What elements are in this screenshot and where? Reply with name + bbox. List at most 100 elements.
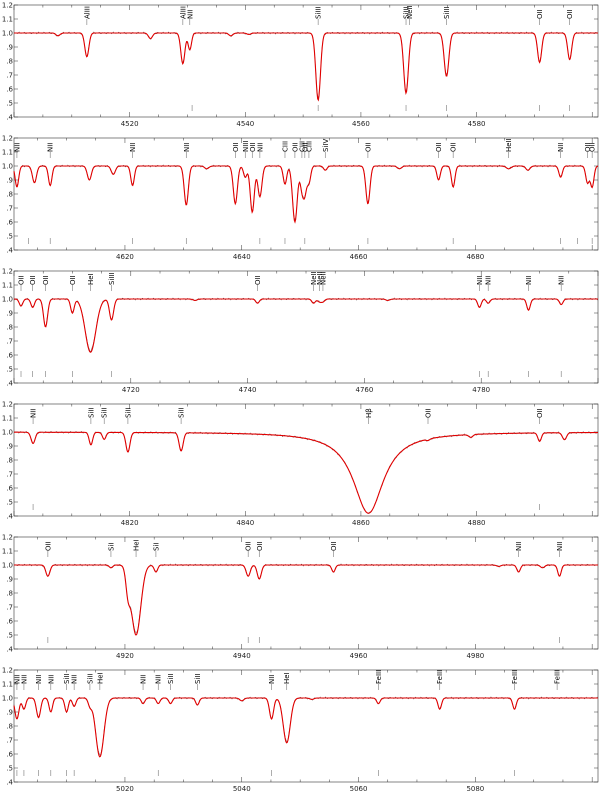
x-tick-label: 4960 <box>350 652 368 660</box>
line-id-label: CIII <box>305 141 313 152</box>
line-id-label: SiIII <box>315 6 323 19</box>
y-tick-label: .6 <box>6 86 13 94</box>
x-tick-label: 4680 <box>466 253 484 261</box>
line-id-label: OII <box>18 275 26 285</box>
x-tick-label: 4980 <box>466 652 484 660</box>
line-id-label: SiIII <box>108 272 116 285</box>
line-id-label: NII <box>71 675 79 684</box>
y-tick-label: .7 <box>6 737 13 745</box>
panel-frame <box>13 270 599 384</box>
line-id-label: OII <box>435 142 443 152</box>
y-tick-label: 1.1 <box>2 16 13 24</box>
model-spectrum <box>14 431 599 514</box>
line-id-label: OII <box>291 142 299 152</box>
x-tick-label: 4660 <box>350 253 368 261</box>
line-id-label: SiII <box>194 673 202 684</box>
y-tick-label: .5 <box>6 100 13 108</box>
line-id-label: OII <box>566 9 574 19</box>
line-id-label: AlIII <box>179 6 187 19</box>
panel-frame <box>13 4 599 118</box>
line-id-label: OII <box>330 541 338 551</box>
line-id-label: OII <box>425 408 433 418</box>
line-id-label: CIII <box>281 141 289 152</box>
line-id-label: NII <box>557 143 565 152</box>
line-id-label: OII <box>364 142 372 152</box>
y-tick-label: .9 <box>6 44 13 52</box>
line-id-label: OII <box>584 142 592 152</box>
y-tick-label: .8 <box>6 590 13 598</box>
line-id-label: AlIII <box>83 6 91 19</box>
line-id-label: NII <box>558 276 566 285</box>
x-tick-label: 4640 <box>233 253 251 261</box>
line-id-label: NII <box>556 542 564 551</box>
x-tick-label: 4820 <box>121 519 139 527</box>
line-id-label: OII <box>536 408 544 418</box>
y-tick-label: .7 <box>6 471 13 479</box>
y-tick-label: .4 <box>6 380 13 388</box>
observed-spectrum <box>13 430 599 515</box>
x-tick-label: 4540 <box>236 120 254 128</box>
line-id-label: NIII <box>242 141 250 152</box>
y-tick-label: .5 <box>6 765 13 773</box>
x-tick-label: 4560 <box>352 120 370 128</box>
x-tick-label: 4580 <box>468 120 486 128</box>
line-id-label: SiII <box>101 407 109 418</box>
line-id-label: NeII <box>319 271 327 285</box>
y-tick-label: .7 <box>6 72 13 80</box>
y-tick-label: 1.2 <box>2 2 13 10</box>
line-id-label: NII <box>47 675 55 684</box>
y-tick-label: 1.0 <box>2 296 13 304</box>
line-id-label: NII <box>155 675 163 684</box>
model-spectrum <box>13 697 598 758</box>
y-tick-label: 1.2 <box>2 534 13 542</box>
y-tick-label: 1.0 <box>2 562 13 570</box>
line-id-label: NII <box>183 143 191 152</box>
line-id-label: SiII <box>63 673 71 684</box>
y-tick-label: .9 <box>6 177 13 185</box>
line-id-label: NII <box>256 143 264 152</box>
line-id-label: FeIII <box>436 670 444 684</box>
y-tick-label: .6 <box>6 751 13 759</box>
panel-frame <box>13 403 599 517</box>
spectrum-panel-6: .4 .5 .6 .7 .8 .9 1.0 1.1 1.2 5020 5040 5060 5080 NII… <box>2 667 599 793</box>
line-id-label: Hβ <box>365 408 373 418</box>
x-tick-label: 5060 <box>350 785 368 793</box>
y-tick-label: .7 <box>6 338 13 346</box>
y-tick-label: 1.2 <box>2 401 13 409</box>
y-tick-label: .9 <box>6 576 13 584</box>
y-tick-label: .5 <box>6 632 13 640</box>
x-tick-label: 4620 <box>116 253 134 261</box>
line-id-label: NII <box>35 675 43 684</box>
line-id-label: NII <box>13 675 21 684</box>
y-tick-label: 1.1 <box>2 282 13 290</box>
line-id-label: OII <box>69 275 77 285</box>
y-tick-label: .9 <box>6 310 13 318</box>
line-id-label: OII <box>232 142 240 152</box>
y-tick-label: .6 <box>6 219 13 227</box>
line-id-label: FeIII <box>554 670 562 684</box>
line-id-label: OII <box>589 142 597 152</box>
y-tick-label: 1.0 <box>2 695 13 703</box>
x-tick-label: 4880 <box>468 519 486 527</box>
y-tick-label: .4 <box>6 114 13 122</box>
y-tick-label: .8 <box>6 58 13 66</box>
y-tick-label: 1.2 <box>2 268 13 276</box>
observed-spectrum <box>13 31 599 99</box>
y-tick-label: 1.2 <box>2 667 13 675</box>
line-id-label: NII <box>525 276 533 285</box>
line-id-label: HeII <box>505 138 513 152</box>
line-id-label: NeII <box>310 271 318 285</box>
line-id-label: NII <box>47 143 55 152</box>
line-id-label: SiII <box>87 407 95 418</box>
y-tick-label: .4 <box>6 247 13 255</box>
y-tick-label: .5 <box>6 499 13 507</box>
x-tick-label: 5020 <box>116 785 134 793</box>
line-id-label: OII <box>245 541 253 551</box>
line-id-label: HeI <box>96 672 104 684</box>
y-tick-label: .8 <box>6 723 13 731</box>
line-id-label: NII <box>13 143 21 152</box>
line-id-label: NII <box>20 675 28 684</box>
line-id-label: NII <box>129 143 137 152</box>
line-id-label: NII <box>30 409 38 418</box>
y-tick-label: .8 <box>6 191 13 199</box>
